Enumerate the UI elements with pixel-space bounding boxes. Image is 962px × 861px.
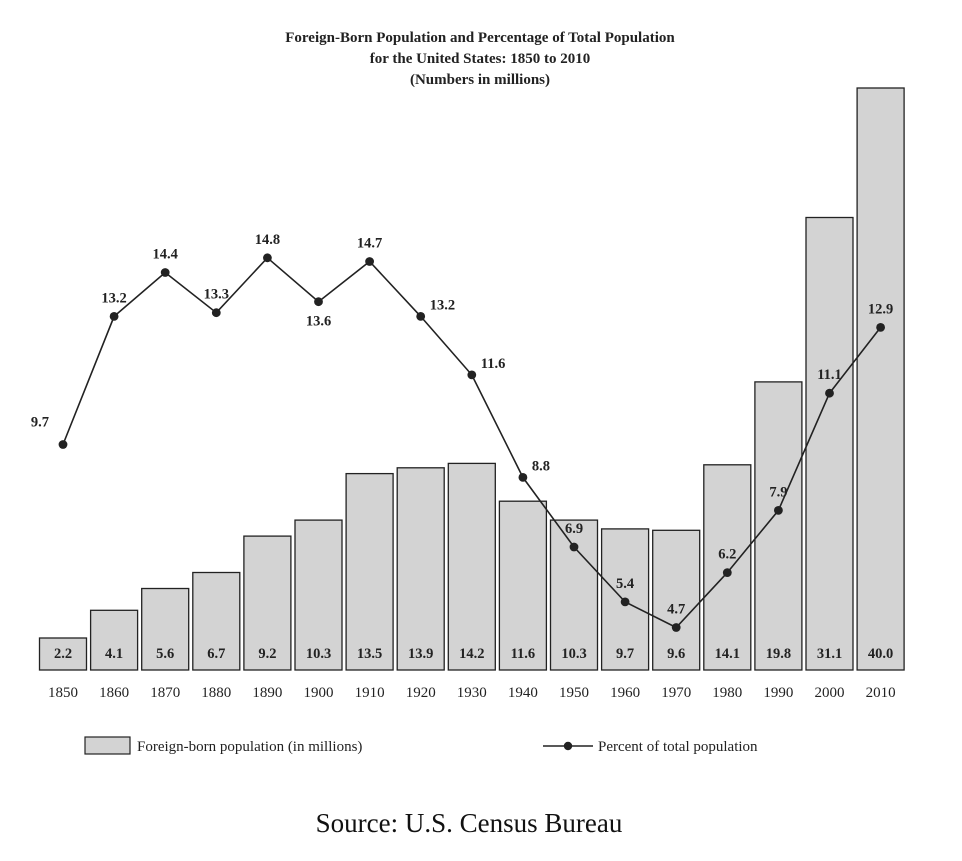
bar-value-label-1950: 10.3 <box>561 646 586 662</box>
x-tick-label-1860: 1860 <box>99 685 129 701</box>
percent-line-layer: 9.7 13.2 14.4 13.3 14.8 13.6 14.7 13.2 11.6 8.8 6.… <box>31 232 893 632</box>
x-axis-tick-labels: 1850 1860 1870 1880 1890 1900 1910 1920 1930 1940… <box>48 685 896 701</box>
bar-1930 <box>447 462 496 671</box>
bar-value-label-1910: 13.5 <box>357 646 382 662</box>
bar-value-label-2000: 31.1 <box>817 646 842 662</box>
bar-value-label-1860: 4.1 <box>105 646 123 662</box>
bar-1850 <box>38 637 88 671</box>
percent-point-1980 <box>722 568 732 577</box>
x-tick-label-1910: 1910 <box>355 685 385 701</box>
percent-point-1960 <box>620 597 630 607</box>
percent-point-1850 <box>58 440 68 449</box>
x-tick-label-2010: 2010 <box>866 685 896 701</box>
x-tick-label-1900: 1900 <box>304 685 334 701</box>
percent-label-1900: 13.6 <box>306 314 331 330</box>
bar-value-label-2010: 40.0 <box>868 646 893 662</box>
percent-label-1950: 6.9 <box>565 521 583 537</box>
percent-label-1970: 4.7 <box>667 602 685 618</box>
percent-point-1930 <box>467 370 477 380</box>
x-tick-label-1940: 1940 <box>508 685 538 701</box>
percent-label-1990: 7.9 <box>769 484 787 500</box>
percent-point-2010 <box>876 323 885 332</box>
x-tick-label-1980: 1980 <box>712 685 742 701</box>
bar-value-label-1990: 19.8 <box>766 646 791 662</box>
legend-bar-label: Foreign-born population (in millions) <box>137 739 362 755</box>
bar-1960 <box>600 528 650 671</box>
percent-label-1920: 13.2 <box>430 297 455 313</box>
percent-label-1910: 14.7 <box>357 236 382 252</box>
legend-bar-swatch <box>84 736 131 755</box>
bar-value-label-1880: 6.7 <box>207 646 225 662</box>
percent-label-1940: 8.8 <box>532 458 550 474</box>
percent-label-1880: 13.3 <box>204 287 229 303</box>
bar-value-label-1980: 14.1 <box>715 646 740 662</box>
x-tick-label-1950: 1950 <box>559 685 589 701</box>
percent-point-1990 <box>774 506 783 515</box>
x-tick-label-1850: 1850 <box>48 685 78 701</box>
source-caption: Source: U.S. Census Bureau <box>316 808 623 838</box>
chart-title-line-1: Foreign-Born Population and Percentage o… <box>285 30 675 46</box>
chart-title: Foreign-Born Population and Percentage o… <box>285 30 675 88</box>
bar-1990 <box>754 381 803 671</box>
chart-title-line-3: (Numbers in millions) <box>410 72 550 88</box>
bar-1890 <box>243 535 292 671</box>
bar-1860 <box>89 609 139 671</box>
bar-1940 <box>498 500 548 671</box>
legend-line-label: Percent of total population <box>598 739 758 755</box>
bar-2000 <box>805 216 854 671</box>
percent-label-2010: 12.9 <box>868 301 893 317</box>
percent-point-1910 <box>365 257 374 266</box>
x-tick-label-1890: 1890 <box>252 685 282 701</box>
legend: Foreign-born population (in millions) Pe… <box>84 736 758 755</box>
x-tick-label-2000: 2000 <box>815 685 845 701</box>
percent-label-1850: 9.7 <box>31 415 49 431</box>
percent-point-1890 <box>263 253 272 263</box>
percent-point-1950 <box>569 542 579 552</box>
bar-1910 <box>345 472 394 671</box>
percent-label-1980: 6.2 <box>718 547 736 563</box>
percent-point-1860 <box>109 312 119 321</box>
bar-1880 <box>192 571 241 671</box>
bar-value-label-1890: 9.2 <box>258 646 276 662</box>
bar-1980 <box>703 464 752 671</box>
bar-1970 <box>652 529 701 671</box>
x-tick-label-1870: 1870 <box>150 685 180 701</box>
x-tick-label-1880: 1880 <box>201 685 231 701</box>
bar-value-label-1930: 14.2 <box>459 646 484 662</box>
percent-point-1940 <box>518 473 528 482</box>
bar-1900 <box>294 519 343 671</box>
bar-value-label-1870: 5.6 <box>156 646 174 662</box>
legend-line-marker <box>563 741 573 751</box>
x-tick-label-1930: 1930 <box>457 685 487 701</box>
percent-point-2000 <box>825 388 834 398</box>
percent-label-1890: 14.8 <box>255 232 280 248</box>
bar-1870 <box>141 587 190 671</box>
bar-value-label-1960: 9.7 <box>616 646 634 662</box>
bar-2010 <box>856 87 905 671</box>
percent-point-1920 <box>416 312 426 321</box>
percent-point-1970 <box>671 623 681 632</box>
bar-value-label-1850: 2.2 <box>54 646 72 662</box>
x-tick-label-1920: 1920 <box>406 685 436 701</box>
percent-point-1900 <box>314 297 323 307</box>
percent-point-1880 <box>211 308 221 318</box>
percent-label-2000: 11.1 <box>817 367 842 383</box>
bar-value-label-1940: 11.6 <box>511 646 536 662</box>
bar-value-label-1970: 9.6 <box>667 646 685 662</box>
percent-label-1860: 13.2 <box>101 290 126 306</box>
percent-label-1930: 11.6 <box>481 356 506 372</box>
chart-title-line-2: for the United States: 1850 to 2010 <box>370 51 591 67</box>
x-tick-label-1970: 1970 <box>661 685 691 701</box>
bar-value-label-1900: 10.3 <box>306 646 331 662</box>
bars-layer: 2.2 4.1 5.6 6.7 9.2 10.3 13.5 13.9 14.2 11.6 10.3 9… <box>38 87 905 671</box>
percent-label-1960: 5.4 <box>616 576 634 592</box>
bar-value-label-1920: 13.9 <box>408 646 433 662</box>
percent-point-1870 <box>160 268 170 277</box>
x-tick-label-1990: 1990 <box>763 685 793 701</box>
bar-1920 <box>396 467 445 671</box>
x-tick-label-1960: 1960 <box>610 685 640 701</box>
percent-label-1870: 14.4 <box>153 247 178 263</box>
